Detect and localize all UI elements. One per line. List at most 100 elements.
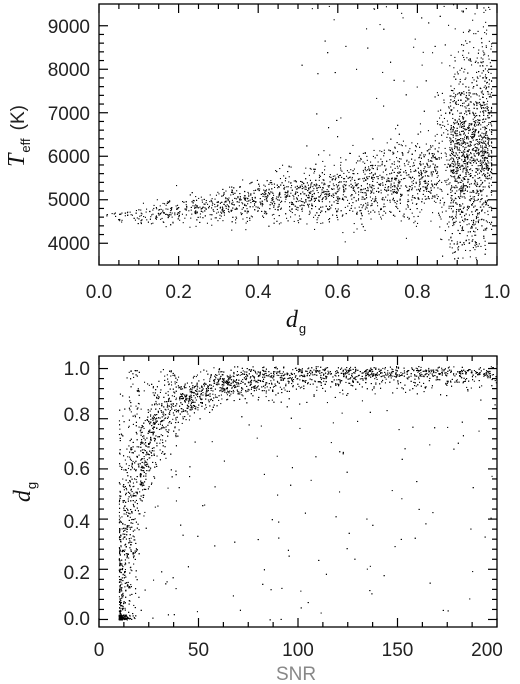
- data-point: [329, 176, 331, 178]
- data-point: [457, 247, 459, 249]
- data-point: [389, 201, 391, 203]
- data-point: [473, 153, 475, 155]
- top-xtick-label: 0.8: [404, 282, 430, 303]
- data-point: [462, 130, 464, 132]
- data-point: [460, 187, 462, 189]
- data-point: [479, 65, 481, 67]
- data-point: [265, 213, 267, 215]
- data-point: [353, 173, 355, 175]
- data-point: [438, 212, 440, 214]
- data-point: [152, 209, 154, 211]
- data-point: [450, 141, 452, 143]
- data-point: [424, 166, 426, 168]
- data-point: [426, 162, 428, 164]
- data-point: [170, 207, 172, 209]
- data-point: [410, 178, 412, 180]
- data-point: [209, 214, 211, 216]
- data-point: [414, 186, 416, 188]
- data-point: [241, 213, 243, 215]
- data-point: [461, 185, 463, 187]
- data-point: [489, 129, 491, 131]
- data-point: [486, 227, 488, 229]
- data-point: [420, 131, 422, 133]
- data-point: [163, 212, 165, 214]
- data-point: [306, 145, 308, 147]
- data-point: [325, 193, 327, 195]
- data-point: [486, 157, 488, 159]
- data-point: [466, 92, 468, 94]
- data-point: [293, 180, 295, 182]
- data-point: [477, 77, 479, 79]
- data-point: [467, 157, 469, 159]
- data-point: [341, 198, 343, 200]
- data-point: [363, 180, 365, 182]
- data-point: [424, 179, 426, 181]
- data-point: [441, 206, 443, 208]
- data-point: [389, 199, 391, 201]
- data-point: [389, 210, 391, 212]
- data-point: [475, 234, 477, 236]
- data-point: [317, 217, 319, 219]
- data-point: [360, 157, 362, 159]
- data-point: [459, 69, 461, 71]
- data-point: [483, 206, 485, 208]
- data-point: [311, 196, 313, 198]
- data-point: [301, 64, 303, 66]
- data-point: [464, 159, 466, 161]
- data-point: [481, 152, 483, 154]
- data-point: [426, 198, 428, 200]
- data-point: [269, 204, 271, 206]
- data-point: [287, 190, 289, 192]
- data-point: [330, 195, 332, 197]
- data-point: [484, 174, 486, 176]
- data-point: [315, 183, 317, 185]
- data-point: [482, 162, 484, 164]
- data-point: [475, 122, 477, 124]
- data-point: [214, 203, 216, 205]
- data-point: [372, 138, 374, 140]
- data-point: [170, 210, 172, 212]
- data-point: [383, 199, 385, 201]
- data-point: [235, 207, 237, 209]
- data-point: [222, 209, 224, 211]
- data-point: [278, 195, 280, 197]
- data-point: [253, 190, 255, 192]
- data-point: [454, 119, 456, 121]
- data-point: [140, 220, 142, 222]
- data-point: [442, 121, 444, 123]
- data-point: [468, 29, 470, 31]
- data-point: [470, 227, 472, 229]
- data-point: [484, 160, 486, 162]
- data-point: [324, 169, 326, 171]
- data-point: [331, 179, 333, 181]
- data-point: [232, 192, 234, 194]
- data-point: [314, 214, 316, 216]
- data-point: [365, 179, 367, 181]
- data-point: [246, 220, 248, 222]
- data-point: [301, 188, 303, 190]
- data-point: [264, 199, 266, 201]
- data-point: [279, 193, 281, 195]
- data-point: [491, 129, 493, 131]
- data-point: [474, 13, 476, 15]
- data-point: [193, 200, 195, 202]
- data-point: [480, 145, 482, 147]
- data-point: [371, 204, 373, 206]
- data-point: [376, 169, 378, 171]
- data-point: [400, 185, 402, 187]
- data-point: [418, 175, 420, 177]
- data-point: [474, 200, 476, 202]
- data-point: [455, 211, 457, 213]
- data-point: [484, 152, 486, 154]
- data-point: [159, 213, 161, 215]
- data-point: [464, 134, 466, 136]
- data-point: [243, 195, 245, 197]
- data-point: [485, 88, 487, 90]
- data-point: [399, 165, 401, 167]
- data-point: [457, 196, 459, 198]
- data-point: [487, 165, 489, 167]
- data-point: [467, 182, 469, 184]
- data-point: [380, 189, 382, 191]
- data-point: [475, 162, 477, 164]
- data-point: [194, 212, 196, 214]
